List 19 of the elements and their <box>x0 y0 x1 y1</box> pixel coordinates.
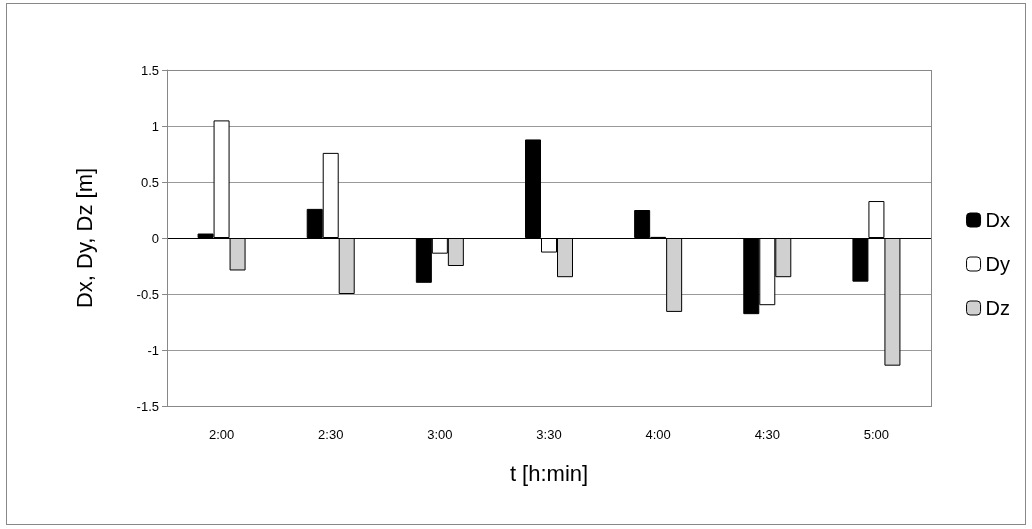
x-tick-label: 2:30 <box>318 427 344 442</box>
x-tick-label: 5:00 <box>863 427 890 442</box>
y-tick-label: 0.5 <box>140 174 159 190</box>
y-axis-title: Dx, Dy, Dz [m] <box>71 167 97 309</box>
legend-label: Dx <box>985 209 1011 231</box>
x-tick-label: 4:30 <box>754 427 780 442</box>
x-tick-label: 2:00 <box>208 427 235 442</box>
x-tick-label: 3:00 <box>427 427 453 442</box>
y-tick-label: 0 <box>151 230 159 246</box>
y-tick-label: -1.5 <box>136 398 159 414</box>
legend-label: Dz <box>985 297 1011 319</box>
x-tick-label: 4:00 <box>645 427 671 442</box>
y-tick-label: 1.5 <box>140 62 159 78</box>
y-tick-label: -1 <box>147 342 159 358</box>
y-tick-label: -0.5 <box>136 286 159 302</box>
legend-label: Dy <box>985 253 1011 275</box>
x-tick-label: 3:30 <box>536 427 562 442</box>
y-tick-label: 1 <box>151 118 159 134</box>
x-axis-title: t [h:min] <box>509 460 589 486</box>
